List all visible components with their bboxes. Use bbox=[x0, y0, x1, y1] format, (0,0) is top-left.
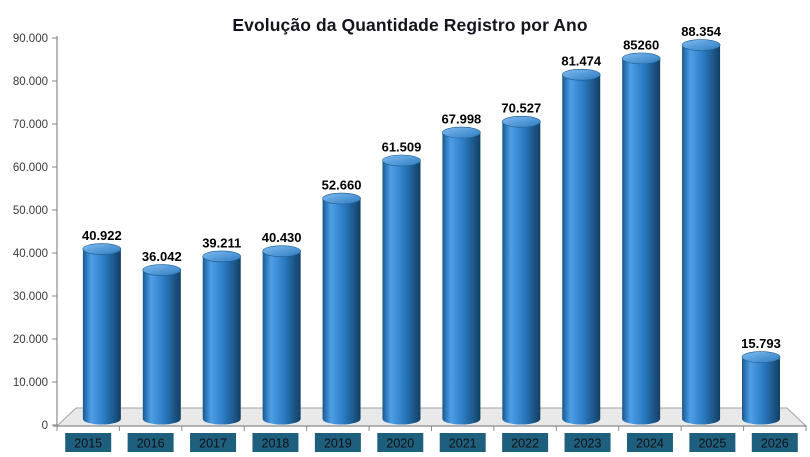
x-label-box bbox=[751, 433, 798, 452]
bar-top-face bbox=[561, 68, 601, 81]
x-category-label: 2025 bbox=[689, 433, 736, 452]
x-category-label: 2021 bbox=[439, 433, 486, 452]
bar-2024 bbox=[621, 52, 661, 425]
x-category-label: 2016 bbox=[127, 433, 174, 452]
bar-top-face bbox=[202, 250, 242, 263]
bar-body bbox=[562, 74, 601, 425]
x-label-text: 2019 bbox=[324, 437, 352, 451]
bar-top-face bbox=[142, 264, 182, 276]
bar-body bbox=[142, 270, 181, 425]
bar-body bbox=[442, 132, 481, 425]
bar-body bbox=[202, 256, 241, 425]
y-tick-label: 60.000 bbox=[13, 162, 48, 174]
x-label-box bbox=[377, 433, 424, 452]
x-category-label: 2018 bbox=[252, 433, 299, 452]
bar-body bbox=[82, 249, 121, 425]
value-label: 40.430 bbox=[262, 230, 302, 245]
bar-body bbox=[622, 58, 661, 425]
bar-top-face bbox=[82, 243, 122, 255]
x-label-text: 2022 bbox=[511, 437, 539, 451]
value-label: 61.509 bbox=[382, 140, 422, 155]
value-label: 52.660 bbox=[322, 178, 362, 193]
y-tick-label: 0 bbox=[42, 420, 48, 432]
y-tick-label: 20.000 bbox=[13, 334, 48, 346]
value-label: 67.998 bbox=[442, 112, 482, 127]
y-tick-label: 40.000 bbox=[13, 248, 48, 260]
bar-2026 bbox=[741, 351, 781, 425]
x-label-text: 2018 bbox=[262, 437, 290, 451]
bar-body bbox=[682, 45, 721, 425]
bar-top-face bbox=[382, 154, 421, 167]
bar-2020 bbox=[382, 154, 421, 425]
bar-top-face bbox=[741, 351, 781, 363]
value-label: 36.042 bbox=[142, 249, 182, 264]
bar-top-face bbox=[681, 39, 721, 51]
bar-2016 bbox=[142, 264, 182, 425]
x-category-label: 2017 bbox=[190, 433, 237, 452]
x-label-text: 2021 bbox=[449, 437, 477, 451]
bar-top-face bbox=[262, 245, 301, 257]
x-label-text: 2015 bbox=[74, 437, 102, 451]
bar-body bbox=[262, 251, 301, 425]
value-label: 39.211 bbox=[202, 235, 241, 250]
bar-2019 bbox=[322, 192, 361, 425]
value-label: 81.474 bbox=[561, 54, 602, 69]
x-label-box bbox=[564, 433, 611, 452]
bar-2021 bbox=[442, 126, 481, 425]
y-tick-label: 30.000 bbox=[13, 291, 48, 303]
bar-top-face bbox=[502, 115, 541, 128]
x-label-text: 2023 bbox=[574, 437, 602, 451]
bar-2025 bbox=[681, 39, 721, 425]
y-tick-label: 80.000 bbox=[13, 76, 48, 88]
bar-top-face bbox=[621, 52, 661, 65]
x-label-text: 2020 bbox=[386, 437, 414, 451]
bar-top-face bbox=[322, 192, 361, 205]
x-label-text: 2017 bbox=[199, 437, 227, 451]
bar-2022 bbox=[502, 115, 541, 425]
bar-body bbox=[742, 357, 780, 425]
value-label: 85260 bbox=[623, 37, 659, 52]
x-label-box bbox=[689, 433, 736, 452]
x-category-label: 2020 bbox=[377, 433, 424, 452]
x-label-text: 2016 bbox=[137, 437, 165, 451]
bar-2015 bbox=[82, 243, 122, 425]
x-label-box bbox=[502, 433, 549, 452]
x-label-text: 2025 bbox=[698, 437, 726, 451]
x-category-label: 2023 bbox=[564, 433, 611, 452]
bar-2017 bbox=[202, 250, 242, 425]
bar-body bbox=[502, 121, 541, 425]
x-category-label: 2019 bbox=[314, 433, 361, 452]
value-label: 40.922 bbox=[82, 228, 122, 243]
y-tick-label: 90.000 bbox=[13, 33, 48, 45]
x-label-box bbox=[314, 433, 361, 452]
y-tick-label: 70.000 bbox=[13, 119, 48, 131]
bar-2023 bbox=[561, 68, 601, 425]
value-label: 70.527 bbox=[501, 101, 541, 116]
bar-2018 bbox=[262, 245, 301, 425]
x-label-box bbox=[252, 433, 299, 452]
y-tick-label: 10.000 bbox=[13, 377, 48, 389]
x-category-label: 2022 bbox=[502, 433, 549, 452]
bar-top-face bbox=[442, 126, 481, 139]
x-label-box bbox=[127, 433, 174, 452]
x-category-label: 2026 bbox=[751, 433, 798, 452]
value-label: 15.793 bbox=[741, 336, 781, 351]
value-label: 88.354 bbox=[681, 24, 722, 39]
x-label-box bbox=[626, 433, 673, 452]
chart-title: Evolução da Quantidade Registro por Ano bbox=[232, 15, 588, 35]
x-label-text: 2024 bbox=[636, 437, 664, 451]
x-label-box bbox=[439, 433, 486, 452]
bar-body bbox=[322, 198, 361, 425]
x-category-label: 2015 bbox=[65, 433, 112, 452]
x-label-box bbox=[190, 433, 237, 452]
x-label-text: 2026 bbox=[761, 437, 789, 451]
x-category-label: 2024 bbox=[626, 433, 673, 452]
bar-body bbox=[382, 160, 421, 425]
x-label-box bbox=[65, 433, 112, 452]
y-tick-label: 50.000 bbox=[13, 205, 48, 217]
